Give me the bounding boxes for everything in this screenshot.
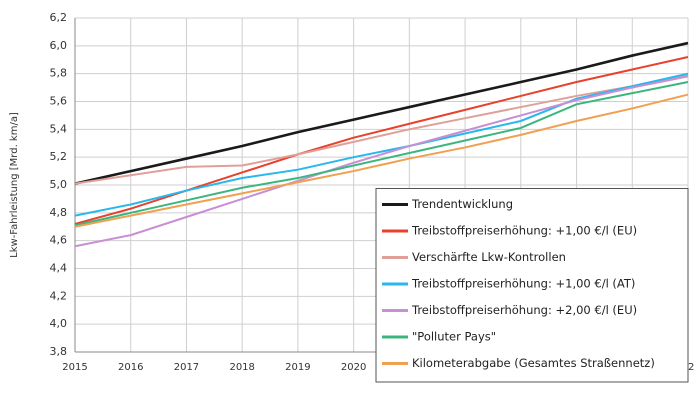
legend-label: Treibstoffpreiserhöhung: +2,00 €/l (EU) [411, 303, 637, 317]
y-tick-label: 6,0 [50, 39, 68, 52]
x-tick-label: 2017 [174, 362, 199, 373]
legend-label: Trendentwicklung [411, 197, 513, 211]
legend-box [375, 188, 689, 383]
legend-label: Verschärfte Lkw-Kontrollen [412, 250, 566, 264]
y-tick-label: 3,8 [50, 345, 68, 358]
x-tick-label: 2016 [118, 362, 143, 373]
y-tick-label: 5,8 [50, 67, 68, 80]
y-tick-label: 4,8 [50, 206, 68, 219]
series-line [74, 41, 689, 185]
x-tick-label: 2019 [285, 362, 310, 373]
series-line [74, 75, 689, 248]
y-tick-label: 5,6 [50, 95, 68, 108]
y-tick-label: 4,6 [50, 234, 68, 247]
legend-label: "Polluter Pays" [412, 330, 496, 344]
y-tick-label: 4,0 [50, 317, 68, 330]
y-tick-label: 5,2 [50, 150, 68, 163]
y-tick-label: 6,2 [50, 11, 68, 24]
y-tick-label: 5,4 [50, 122, 68, 135]
y-axis-label: Lkw-Fahrleistung [Mrd. km/a] [9, 112, 20, 258]
series-line [74, 74, 689, 185]
series-line [74, 72, 689, 217]
legend-label: Treibstoffpreiserhöhung: +1,00 €/l (EU) [411, 224, 637, 238]
y-tick-label: 4,2 [50, 289, 68, 302]
x-tick-label: 2015 [62, 362, 87, 373]
series-line [74, 93, 689, 228]
legend-label: Treibstoffpreiserhöhung: +1,00 €/l (AT) [411, 277, 635, 291]
x-tick-label: 2020 [341, 362, 366, 373]
legend-label: Kilometerabgabe (Gesamtes Straßennetz) [412, 356, 655, 370]
x-tick-label: 2018 [229, 362, 254, 373]
y-tick-label: 5,0 [50, 178, 68, 191]
y-tick-label: 4,4 [50, 262, 68, 275]
series-line [74, 81, 689, 227]
